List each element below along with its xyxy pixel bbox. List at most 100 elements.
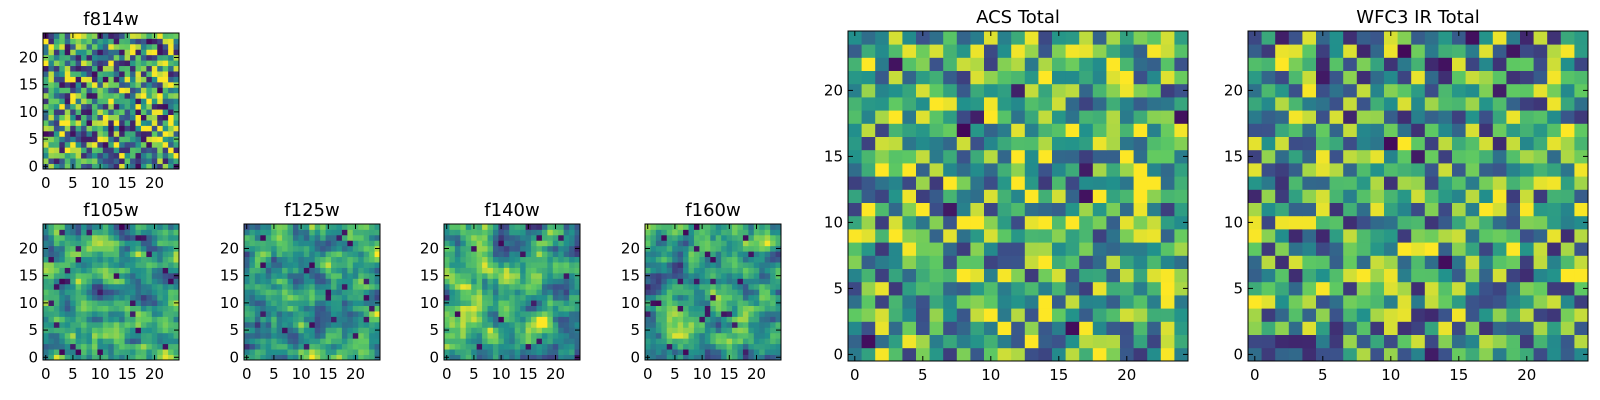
heatmap-cell bbox=[498, 289, 505, 296]
heatmap-cell bbox=[292, 343, 299, 350]
heatmap-cell bbox=[113, 65, 120, 72]
heatmap-cell bbox=[520, 240, 526, 247]
heatmap-cell bbox=[352, 289, 359, 296]
heatmap-cell bbox=[124, 349, 131, 355]
heatmap-cell bbox=[715, 305, 722, 312]
heatmap-cell bbox=[683, 354, 689, 361]
heatmap-cell bbox=[775, 294, 782, 301]
heatmap-cell bbox=[525, 343, 532, 350]
heatmap-cell bbox=[86, 272, 93, 279]
heatmap-cell bbox=[1038, 242, 1053, 256]
heatmap-cell bbox=[1424, 31, 1439, 45]
heatmap-cell bbox=[1506, 136, 1521, 151]
heatmap-cell bbox=[336, 240, 343, 247]
heatmap-cell bbox=[721, 229, 727, 236]
heatmap-cell bbox=[363, 327, 370, 334]
heatmap-cell bbox=[151, 251, 158, 258]
heatmap-cell bbox=[655, 229, 662, 236]
heatmap-cell bbox=[520, 321, 526, 328]
heatmap-cell bbox=[1133, 229, 1148, 243]
heatmap-cell bbox=[363, 245, 370, 252]
heatmap-cell bbox=[1356, 295, 1371, 309]
heatmap-cell bbox=[1397, 215, 1412, 230]
heatmap-cell bbox=[1506, 255, 1521, 269]
heatmap-cell bbox=[124, 294, 131, 301]
heatmap-cell bbox=[81, 272, 87, 279]
heatmap-cell bbox=[70, 98, 77, 105]
heatmap-cell bbox=[1329, 189, 1344, 203]
heatmap-cell bbox=[848, 31, 862, 45]
heatmap-cell bbox=[666, 224, 673, 230]
heatmap-cell bbox=[547, 245, 554, 252]
heatmap-cell bbox=[574, 289, 581, 296]
heatmap-cell bbox=[1533, 149, 1548, 164]
heatmap-cell bbox=[173, 158, 180, 164]
heatmap-cell bbox=[358, 343, 365, 350]
heatmap-cell bbox=[363, 224, 370, 230]
heatmap-cell bbox=[1011, 215, 1026, 230]
heatmap-cell bbox=[861, 123, 876, 137]
heatmap-cell bbox=[1316, 281, 1330, 296]
heatmap-cell bbox=[970, 123, 985, 137]
heatmap-cell bbox=[244, 294, 250, 301]
heatmap-cell bbox=[558, 256, 565, 263]
heatmap-cell bbox=[1384, 202, 1398, 217]
heatmap-cell bbox=[650, 272, 657, 279]
heatmap-cell bbox=[916, 189, 930, 203]
heatmap-cell bbox=[265, 349, 272, 355]
heatmap-cell bbox=[1506, 242, 1521, 256]
heatmap-cell bbox=[929, 189, 944, 203]
heatmap-cell bbox=[108, 109, 115, 115]
heatmap-cell bbox=[1520, 268, 1534, 283]
heatmap-cell bbox=[645, 267, 651, 274]
heatmap-cell bbox=[1302, 281, 1317, 296]
heatmap-cell bbox=[249, 305, 256, 312]
heatmap-cell bbox=[358, 305, 365, 312]
heatmap-cell bbox=[1174, 334, 1189, 349]
heatmap-cell bbox=[70, 321, 77, 328]
heatmap-cell bbox=[574, 234, 581, 241]
heatmap-cell bbox=[48, 316, 55, 323]
heatmap-cell bbox=[650, 278, 657, 285]
heatmap-cell bbox=[86, 316, 93, 323]
heatmap-cell bbox=[102, 354, 109, 361]
heatmap-cell bbox=[688, 343, 695, 350]
heatmap-cell bbox=[276, 267, 283, 274]
heatmap-cell bbox=[244, 256, 250, 263]
heatmap-cell bbox=[151, 141, 158, 148]
heatmap-cell bbox=[303, 278, 310, 285]
heatmap-cell bbox=[449, 251, 456, 258]
heatmap-cell bbox=[173, 343, 180, 350]
heatmap-cell bbox=[173, 43, 180, 50]
heatmap-cell bbox=[59, 278, 66, 285]
heatmap-cell bbox=[916, 83, 930, 98]
heatmap-cell bbox=[287, 240, 294, 247]
heatmap-cell bbox=[1492, 70, 1507, 85]
heatmap-cell bbox=[48, 87, 55, 94]
heatmap-cell bbox=[282, 283, 288, 290]
heatmap-cell bbox=[1288, 163, 1303, 177]
heatmap-cell bbox=[525, 311, 532, 317]
heatmap-cell bbox=[737, 234, 744, 241]
heatmap-cell bbox=[737, 272, 744, 279]
heatmap-cell bbox=[53, 316, 60, 323]
heatmap-cell bbox=[1011, 334, 1026, 349]
heatmap-cell bbox=[48, 147, 55, 154]
heatmap-cell bbox=[341, 338, 348, 345]
heatmap-cell bbox=[672, 349, 679, 355]
heatmap-cell bbox=[59, 262, 66, 268]
heatmap-cell bbox=[1079, 308, 1094, 322]
heatmap-cell bbox=[1092, 189, 1107, 203]
heatmap-cell bbox=[498, 338, 505, 345]
heatmap-cell bbox=[1356, 334, 1371, 349]
heatmap-cell bbox=[1288, 242, 1303, 256]
heatmap-cell bbox=[75, 229, 82, 236]
heatmap-cell bbox=[541, 251, 548, 258]
heatmap-cell bbox=[124, 38, 131, 45]
heatmap-cell bbox=[276, 278, 283, 285]
heatmap-cell bbox=[276, 300, 283, 306]
heatmap-cell bbox=[715, 256, 722, 263]
heatmap-cell bbox=[916, 110, 930, 124]
heatmap-cell bbox=[254, 332, 261, 339]
